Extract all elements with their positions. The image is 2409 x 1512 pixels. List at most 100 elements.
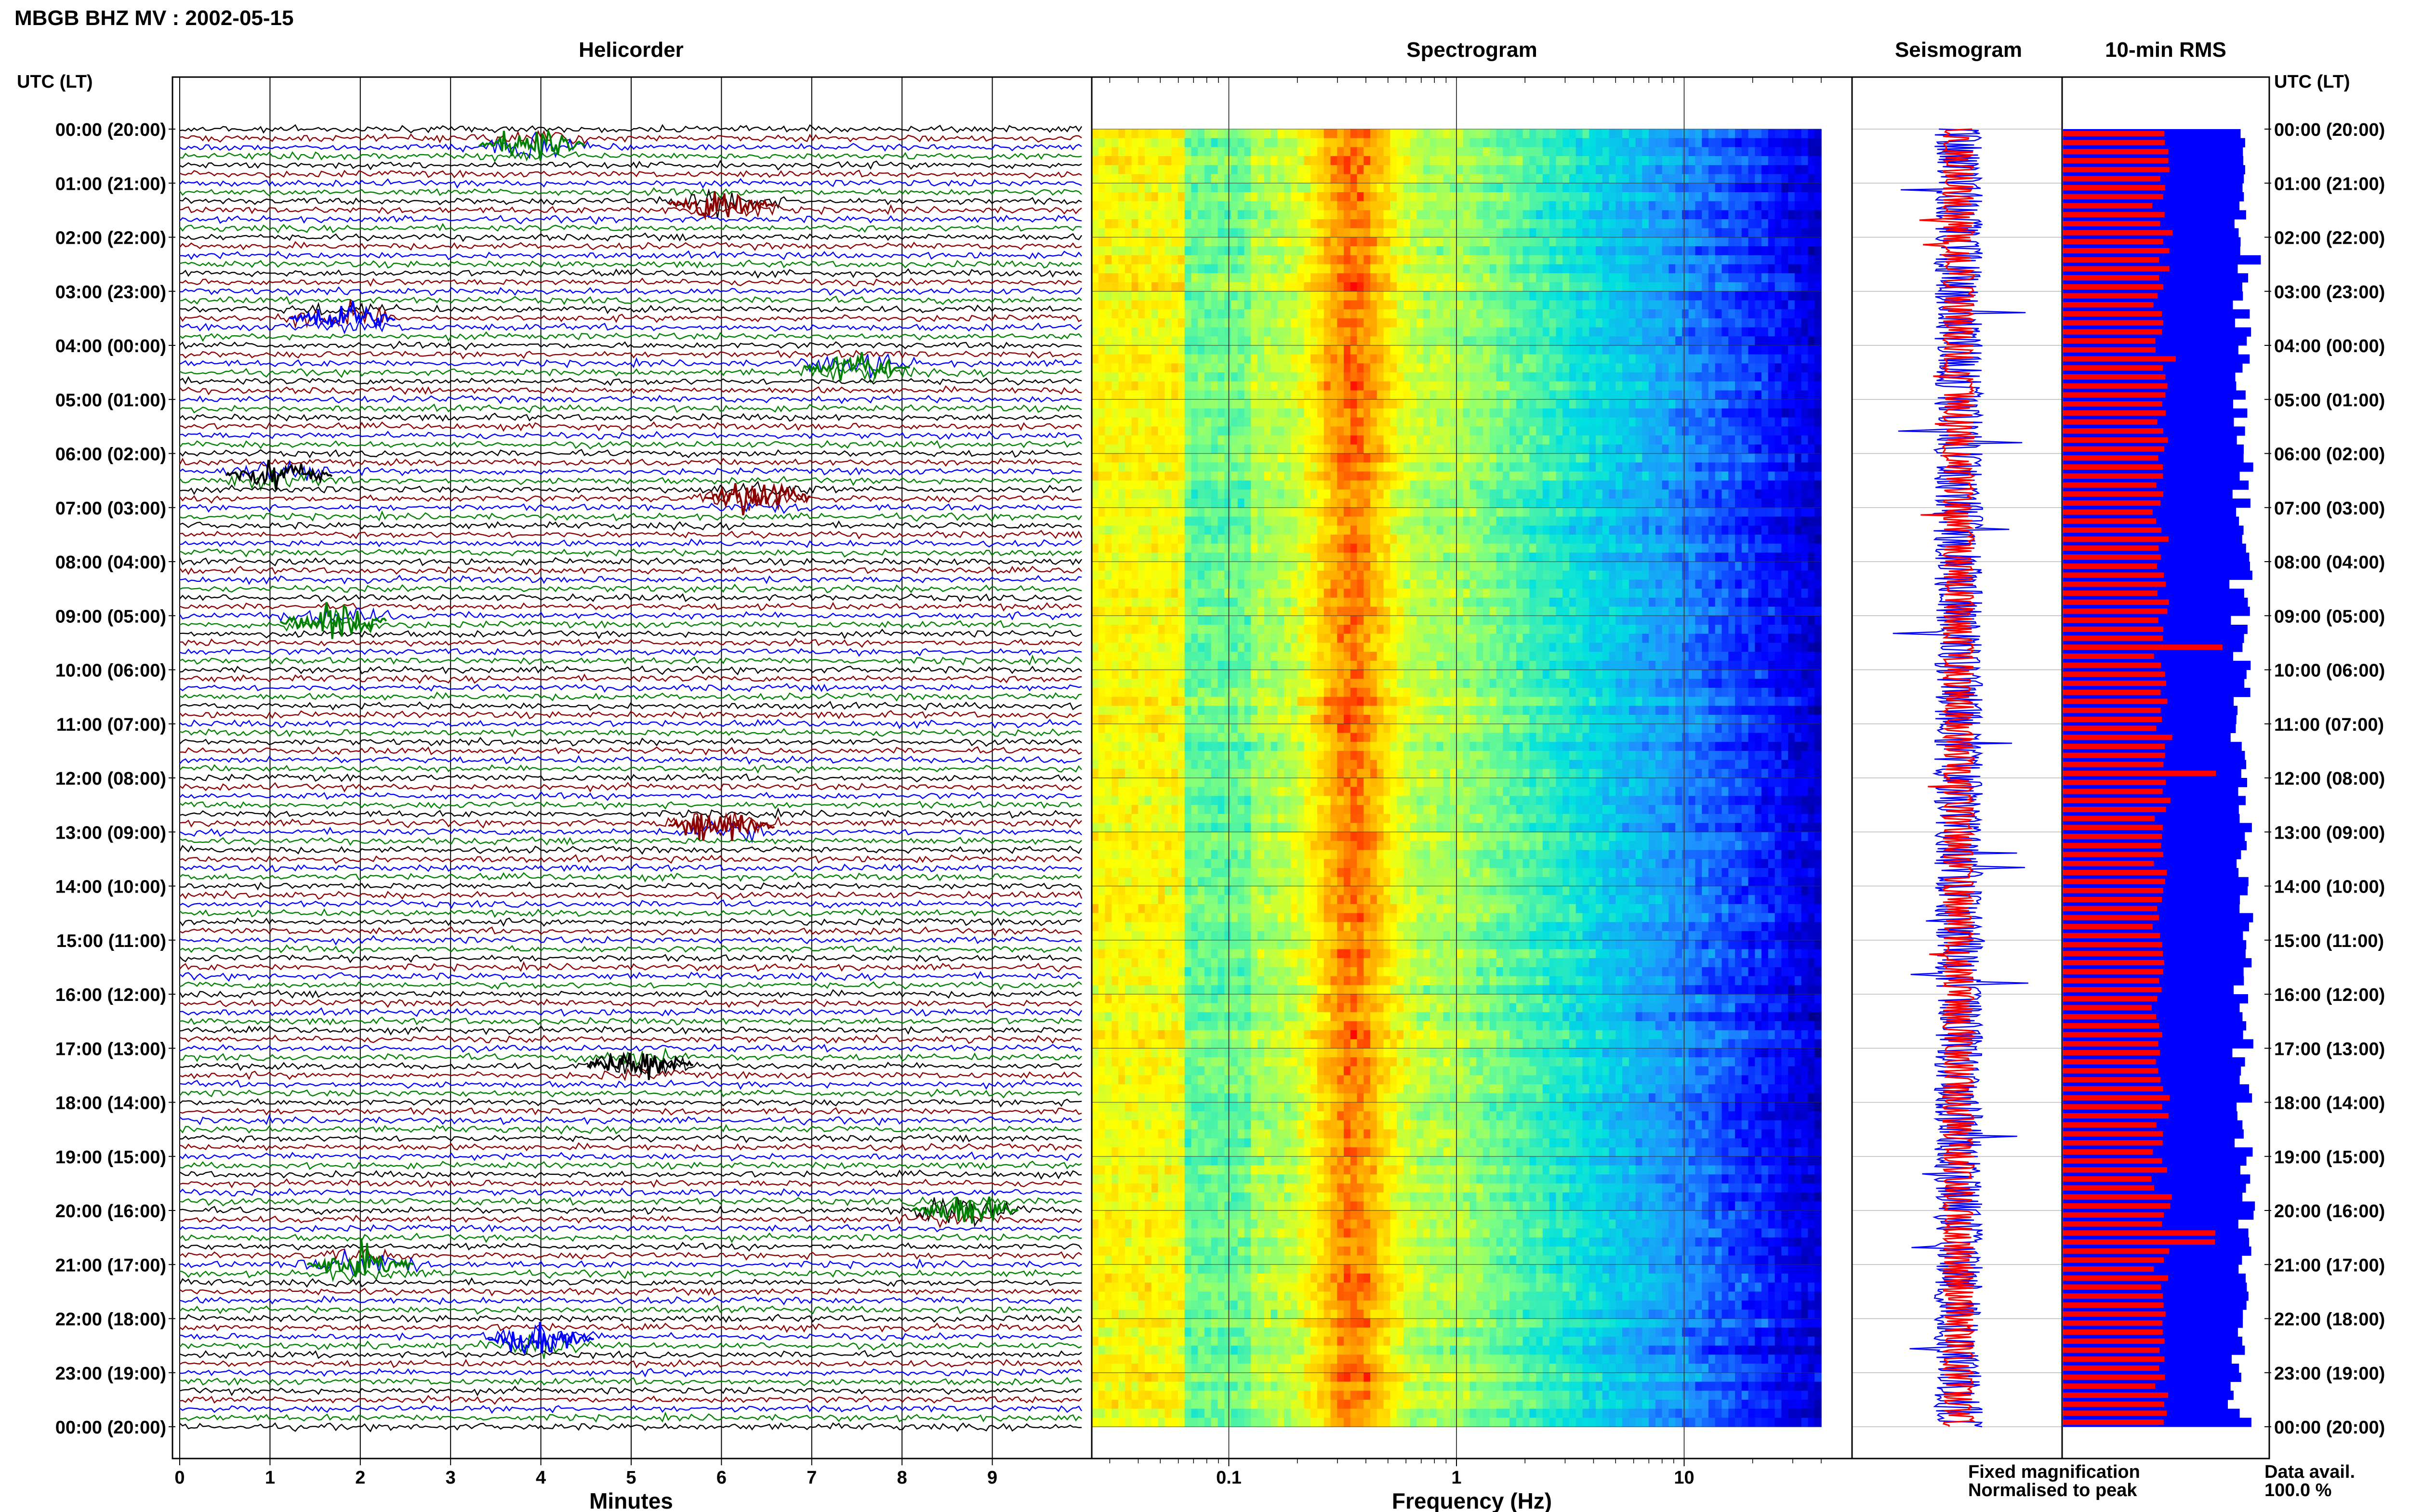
spectrogram-cell (1324, 174, 1331, 184)
spectrogram-cell (1297, 228, 1305, 238)
spectrogram-cell (1794, 165, 1802, 175)
spectrogram-cell (1761, 291, 1769, 301)
spectrogram-cell (1814, 363, 1822, 373)
spectrogram-cell (1257, 426, 1265, 436)
spectrogram-cell (1774, 489, 1782, 499)
spectrogram-cell (1708, 237, 1716, 247)
spectrogram-cell (1092, 507, 1099, 517)
spectrogram-cell (1423, 354, 1430, 364)
spectrogram-cell (1224, 444, 1231, 454)
spectrogram-cell (1198, 453, 1205, 463)
spectrogram-cell (1788, 471, 1795, 481)
spectrogram-cell (1522, 147, 1530, 157)
spectrogram-cell (1589, 516, 1596, 526)
spectrogram-cell (1165, 156, 1172, 166)
spectrogram-cell (1483, 444, 1490, 454)
spectrogram-cell (1443, 291, 1451, 301)
spectrogram-cell (1204, 174, 1212, 184)
spectrogram-cell (1668, 219, 1676, 229)
spectrogram-cell (1264, 210, 1271, 220)
spectrogram-cell (1112, 471, 1119, 481)
spectrogram-cell (1516, 507, 1523, 517)
spectrogram-cell (1483, 138, 1490, 147)
spectrogram-cell (1642, 201, 1649, 210)
spectrogram-cell (1602, 354, 1610, 364)
spectrogram-cell (1317, 462, 1324, 472)
spectrogram-cell (1556, 327, 1563, 337)
spectrogram-cell (1781, 237, 1788, 247)
spectrogram-cell (1728, 417, 1735, 427)
spectrogram-cell (1642, 309, 1649, 319)
spectrogram-cell (1112, 309, 1119, 319)
spectrogram-cell (1178, 309, 1185, 319)
spectrogram-cell (1131, 291, 1139, 301)
spectrogram-cell (1549, 354, 1557, 364)
spectrogram-cell (1105, 138, 1112, 147)
spectrogram-cell (1456, 129, 1464, 139)
spectrogram-cell (1204, 453, 1212, 463)
spectrogram-cell (1198, 147, 1205, 157)
spectrogram-cell (1244, 453, 1252, 463)
spectrogram-cell (1344, 444, 1351, 454)
spectrogram-cell (1589, 489, 1596, 499)
spectrogram-cell (1662, 246, 1669, 256)
spectrogram-cell (1503, 381, 1510, 391)
spectrogram-cell (1211, 138, 1218, 147)
spectrogram-cell (1781, 444, 1788, 454)
spectrogram-cell (1430, 246, 1437, 256)
spectrogram-cell (1728, 499, 1735, 508)
spectrogram-cell (1483, 237, 1490, 247)
spectrogram-cell (1370, 354, 1377, 364)
spectrogram-cell (1363, 282, 1371, 292)
spectrogram-cell (1171, 471, 1178, 481)
spectrogram-cell (1224, 336, 1231, 346)
spectrogram-cell (1755, 318, 1762, 328)
spectrogram-cell (1410, 345, 1417, 355)
spectrogram-cell (1184, 291, 1192, 301)
spectrogram-cell (1569, 426, 1576, 436)
spectrogram-cell (1436, 435, 1444, 445)
spectrogram-cell (1761, 255, 1769, 265)
spectrogram-cell (1814, 264, 1822, 274)
spectrogram-cell (1304, 246, 1311, 256)
spectrogram-cell (1377, 291, 1384, 301)
spectrogram-cell (1728, 327, 1735, 337)
spectrogram-cell (1290, 489, 1298, 499)
spectrogram-cell (1569, 507, 1576, 517)
spectrogram-cell (1721, 507, 1729, 517)
spectrogram-cell (1503, 210, 1510, 220)
spectrogram-cell (1781, 408, 1788, 418)
spectrogram-cell (1357, 183, 1364, 193)
spectrogram-cell (1450, 480, 1457, 490)
spectrogram-cell (1105, 390, 1112, 400)
spectrogram-cell (1330, 453, 1338, 463)
spectrogram-cell (1509, 516, 1517, 526)
spectrogram-cell (1536, 489, 1543, 499)
spectrogram-cell (1463, 372, 1470, 382)
spectrogram-cell (1596, 192, 1603, 202)
spectrogram-cell (1549, 336, 1557, 346)
spectrogram-cell (1390, 426, 1397, 436)
spectrogram-cell (1496, 480, 1504, 490)
spectrogram-cell (1098, 129, 1106, 139)
spectrogram-cell (1377, 264, 1384, 274)
spectrogram-cell (1251, 255, 1258, 265)
spectrogram-cell (1244, 246, 1252, 256)
spectrogram-cell (1569, 354, 1576, 364)
spectrogram-cell (1297, 255, 1305, 265)
spectrogram-cell (1244, 327, 1252, 337)
spectrogram-cell (1244, 507, 1252, 517)
spectrogram-cell (1469, 246, 1477, 256)
spectrogram-cell (1264, 138, 1271, 147)
spectrogram-cell (1503, 147, 1510, 157)
spectrogram-cell (1489, 291, 1497, 301)
spectrogram-cell (1271, 147, 1278, 157)
spectrogram-cell (1105, 444, 1112, 454)
spectrogram-cell (1463, 336, 1470, 346)
spectrogram-cell (1218, 282, 1225, 292)
spectrogram-cell (1649, 138, 1656, 147)
spectrogram-cell (1509, 264, 1517, 274)
spectrogram-cell (1377, 516, 1384, 526)
spectrogram-cell (1244, 489, 1252, 499)
spectrogram-cell (1198, 264, 1205, 274)
